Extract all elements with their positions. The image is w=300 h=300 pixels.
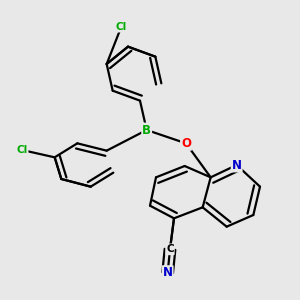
Text: N: N xyxy=(232,158,242,172)
Text: C: C xyxy=(166,244,174,254)
Text: B: B xyxy=(142,124,151,136)
Text: N: N xyxy=(163,266,173,279)
Text: O: O xyxy=(181,137,191,150)
Text: Cl: Cl xyxy=(16,145,28,155)
Text: Cl: Cl xyxy=(116,22,127,32)
